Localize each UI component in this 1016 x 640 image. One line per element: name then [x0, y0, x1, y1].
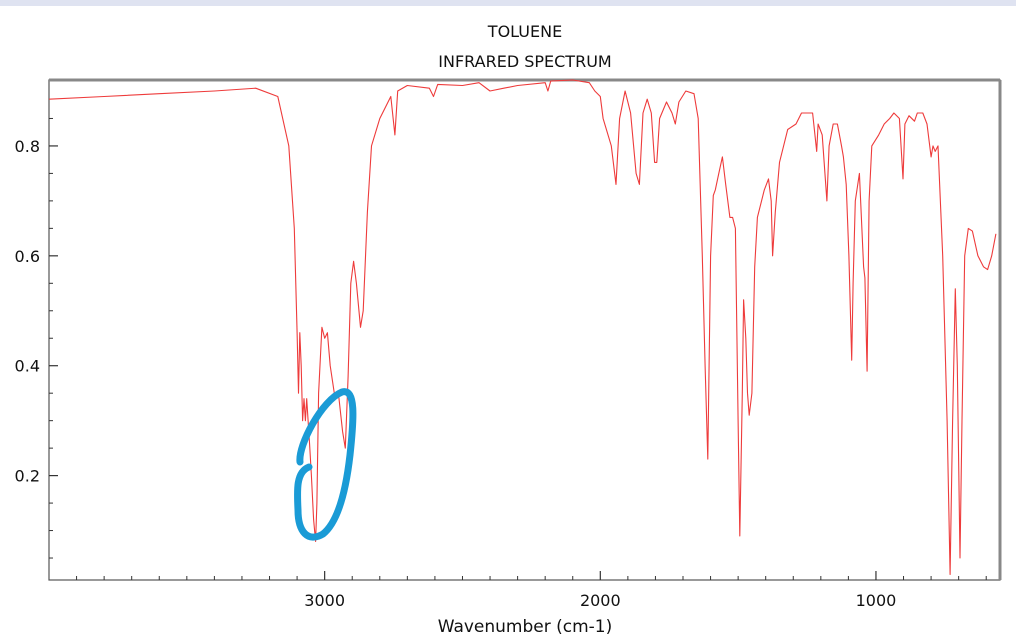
top-strip	[0, 0, 1016, 6]
y-tick-label: 0.6	[15, 247, 40, 266]
x-tick-label: 3000	[304, 591, 345, 610]
chart-title: TOLUENE	[487, 22, 562, 41]
spectrum-series	[48, 79, 997, 576]
hand-drawn-annotation-loop	[293, 388, 357, 541]
x-axis-label: Wavenumber (cm-1)	[438, 617, 613, 637]
x-tick-label: 1000	[856, 591, 897, 610]
axis-ticks: 3000 2000 1000 0.2 0.4 0.6 0.8	[15, 117, 987, 610]
y-tick-label: 0.2	[15, 467, 40, 486]
y-tick-label: 0.8	[15, 137, 40, 156]
spectrum-line	[48, 79, 997, 576]
x-tick-label: 2000	[580, 591, 621, 610]
chart-subtitle: INFRARED SPECTRUM	[438, 52, 611, 71]
y-tick-label: 0.4	[15, 357, 40, 376]
plot-frame	[48, 79, 1001, 581]
